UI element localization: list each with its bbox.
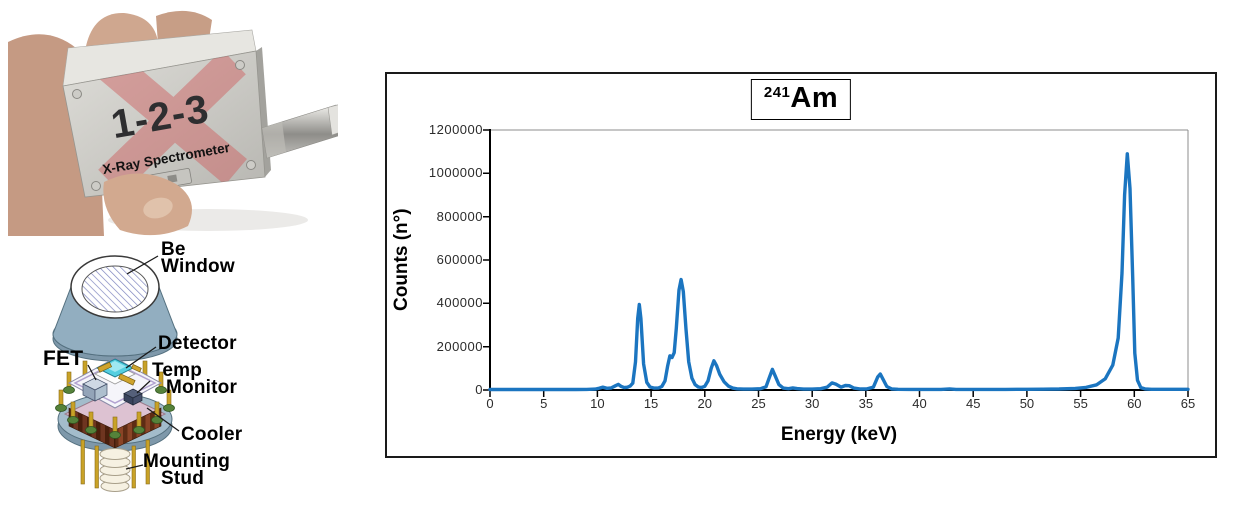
be-window-cap <box>52 255 178 362</box>
y-tick-label: 400000 <box>436 295 483 311</box>
x-tick-label: 20 <box>697 396 712 411</box>
y-tick-label: 600000 <box>436 252 483 267</box>
x-tick-label: 50 <box>1019 396 1035 411</box>
y-tick-label: 800000 <box>436 208 483 224</box>
x-tick-label: 55 <box>1073 396 1088 411</box>
x-tick-label: 30 <box>804 396 820 411</box>
x-tick-label: 0 <box>486 396 494 411</box>
label-mounting-stud: Mounting Stud <box>143 451 231 489</box>
y-tick-label: 0 <box>475 382 483 397</box>
label-temp-monitor: Temp Monitor <box>152 360 238 398</box>
isotope-mass-superscript: 241 <box>763 84 791 101</box>
y-tick-label: 200000 <box>436 338 483 354</box>
x-tick-label: 25 <box>751 396 766 411</box>
spectrum-plot <box>483 129 1190 397</box>
x-tick-label: 60 <box>1127 396 1142 411</box>
label-stud: Stud <box>161 468 205 489</box>
be-window-mesh <box>81 265 149 313</box>
gold-components <box>97 361 142 386</box>
x-tick-label: 45 <box>965 396 981 411</box>
label-detector: Detector <box>158 333 237 354</box>
detector-probe <box>261 104 338 159</box>
x-tick-label: 5 <box>540 396 548 411</box>
x-tick-label: 35 <box>858 396 874 411</box>
label-mounting: Mounting <box>143 451 231 472</box>
element-symbol: Am <box>790 82 839 114</box>
y-tick-label: 1200000 <box>428 122 483 137</box>
spectrometer-box: 1-2-3 X-Ray Spectrometer <box>62 29 271 198</box>
corner-screws <box>72 60 256 191</box>
detector-diagram-art <box>52 255 180 492</box>
x-axis-title: Energy (keV) <box>780 424 898 445</box>
x-tick-label: 40 <box>912 396 927 411</box>
detector-diagram: Be Window Detector FET Temp Monitor Cool… <box>15 240 315 505</box>
mounting-stud <box>99 448 131 492</box>
label-be: Be <box>161 239 186 260</box>
spectrometer-photo: 1-2-3 X-Ray Spectrometer <box>8 10 338 236</box>
x-tick-label: 15 <box>643 396 659 411</box>
chart-title: 241Am <box>750 79 852 120</box>
label-be-window: Be Window <box>161 239 235 277</box>
tick-marks <box>483 129 1189 397</box>
connector-pins-front <box>55 389 175 439</box>
label-fet: FET <box>43 347 84 370</box>
spectrum-chart-panel: 241Am Counts (n°) Energy (keV) 0 200000 40… <box>385 72 1217 458</box>
x-watermark <box>97 51 247 195</box>
y-tick-label: 1000000 <box>428 165 483 181</box>
x-tick-label: 65 <box>1180 396 1196 411</box>
fet-component <box>82 377 108 402</box>
label-monitor: Monitor <box>166 377 238 398</box>
spectrum-line <box>488 152 1190 392</box>
pointer-lines <box>87 255 180 470</box>
x-tick-label: 10 <box>590 396 605 411</box>
label-window: Window <box>161 256 235 277</box>
temp-monitor-component <box>123 388 143 406</box>
hand-thumb <box>103 173 192 236</box>
label-temp: Temp <box>152 360 203 381</box>
label-cooler: Cooler <box>181 424 243 445</box>
